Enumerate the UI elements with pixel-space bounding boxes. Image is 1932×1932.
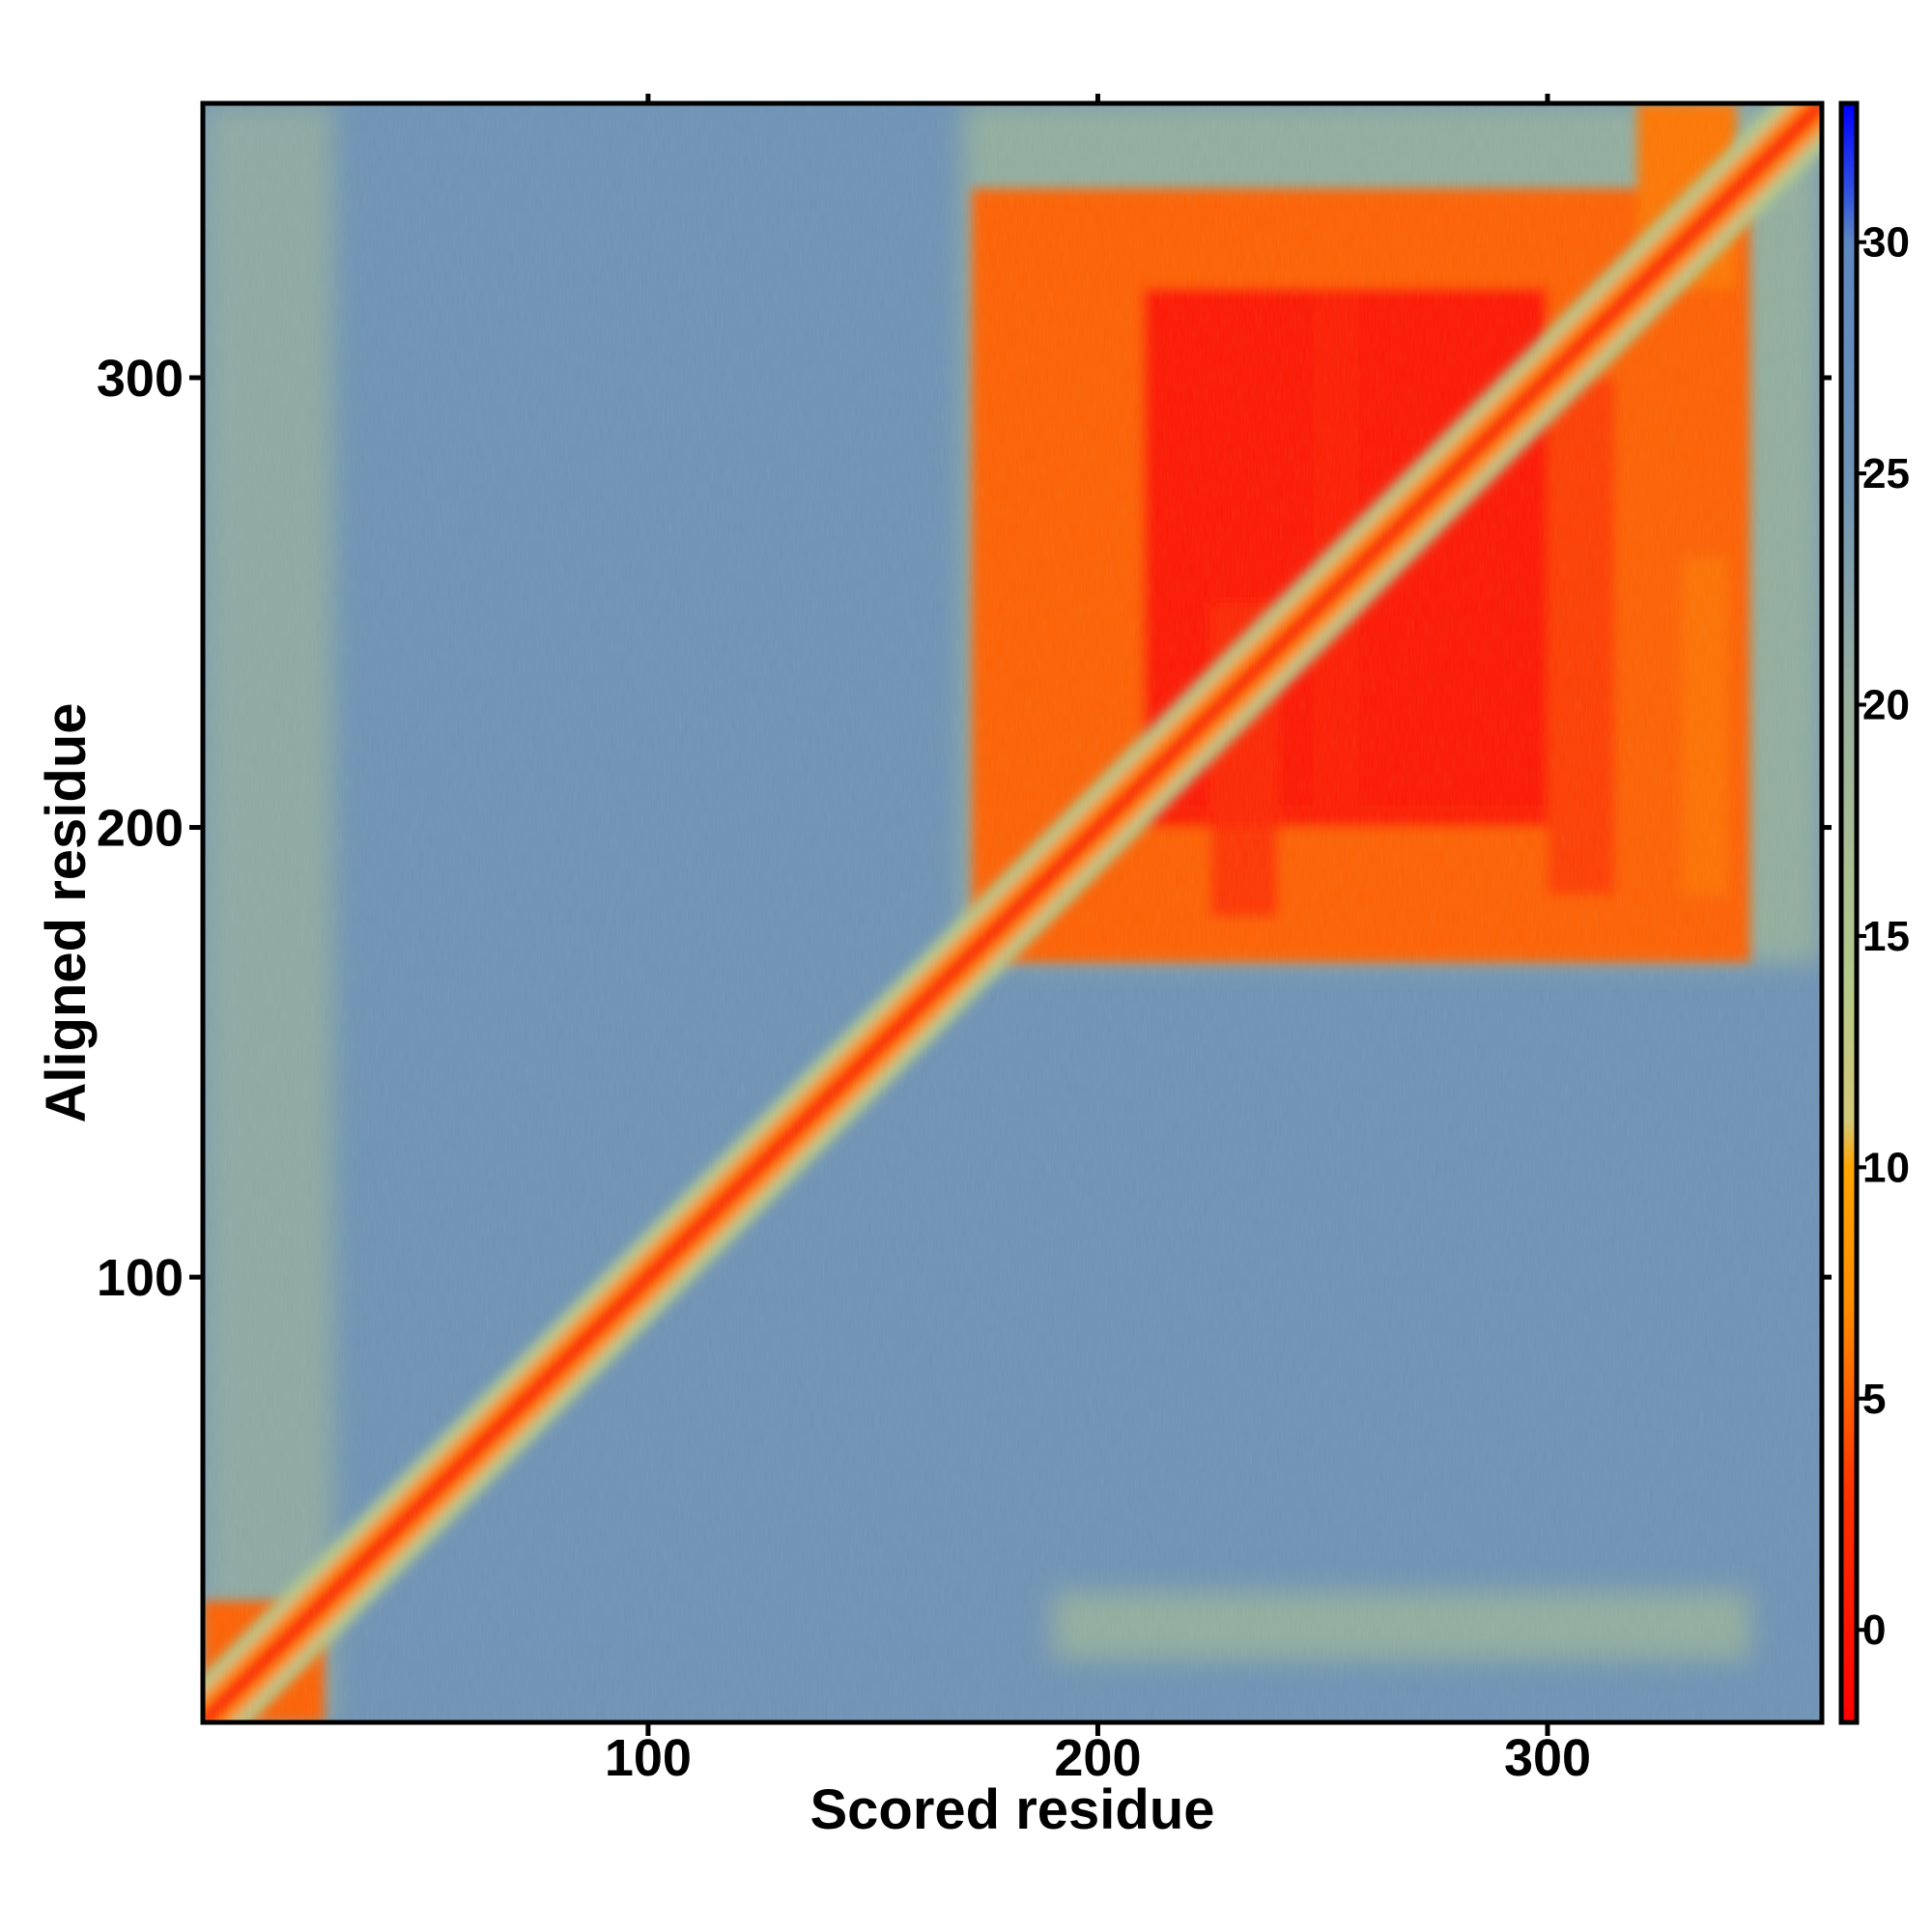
colorbar-tick-label: 5 [1862,1376,1886,1423]
y-tick-label: 300 [97,350,184,408]
colorbar-ticks: 0 5 10 15 20 25 30 [1857,219,1910,1654]
colorbar-tick-label: 0 [1862,1606,1886,1654]
x-tick-label: 300 [1504,1729,1591,1787]
y-tick-label: 200 [97,800,184,858]
colorbar-tick-label: 20 [1862,682,1910,729]
y-axis-title: Aligned residue [35,702,98,1122]
colorbar-tick-label: 15 [1862,913,1910,960]
heatmap-texture [203,103,1822,1722]
x-tick-label: 100 [605,1729,692,1787]
x-axis-title: Scored residue [810,1778,1214,1841]
plot-frame [200,100,1825,1725]
colorbar: 0 5 10 15 20 25 30 [1838,100,1910,1725]
y-axis: 100 200 300 [97,350,1832,1307]
colorbar-gradient [1838,100,1860,1725]
colorbar-tick-label: 25 [1862,450,1910,497]
heatmap-area [203,103,1822,1722]
y-tick-label: 100 [97,1249,184,1307]
x-tick-label: 200 [1054,1729,1141,1787]
colorbar-tick-label: 10 [1862,1144,1910,1191]
colorbar-tick-label: 30 [1862,219,1910,267]
x-axis: 100 200 300 [605,94,1591,1787]
